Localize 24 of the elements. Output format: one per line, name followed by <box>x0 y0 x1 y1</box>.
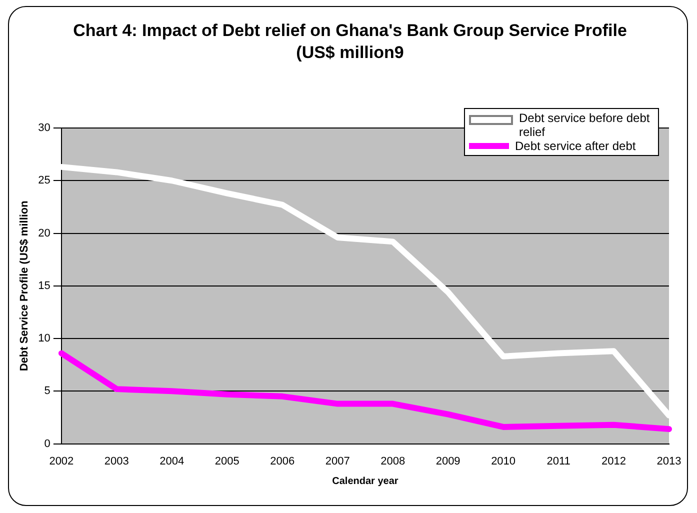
y-tick-label: 0 <box>44 438 50 450</box>
x-tick-label: 2002 <box>49 455 74 468</box>
chart-title: Chart 4: Impact of Debt relief on Ghana's Bank Group Service Profile (US$ million9 <box>72 20 628 64</box>
x-tick-label: 2009 <box>436 455 460 468</box>
y-tick-label: 20 <box>38 227 50 240</box>
legend-label: Debt service after debt <box>515 139 636 153</box>
y-tick-label: 5 <box>44 385 50 398</box>
x-tick-label: 2013 <box>656 455 682 468</box>
x-tick-label: 2004 <box>160 455 184 468</box>
x-tick-label: 2003 <box>104 455 129 468</box>
x-tick-label: 2012 <box>602 455 626 468</box>
x-tick-label: 2006 <box>270 455 295 468</box>
x-tick-label: 2007 <box>325 455 350 468</box>
x-tick-label: 2011 <box>546 455 570 468</box>
x-tick-label: 2008 <box>380 455 406 468</box>
x-tick-label: 2010 <box>491 455 516 468</box>
y-tick-label: 30 <box>38 122 50 134</box>
y-tick-label: 10 <box>38 332 50 345</box>
y-axis-title: Debt Service Profile (US$ million <box>18 200 31 372</box>
y-tick-label: 15 <box>38 280 50 292</box>
x-tick-label: 2005 <box>214 455 240 468</box>
legend-label: Debt service before debt relief <box>519 111 651 139</box>
y-tick-label: 25 <box>38 174 50 187</box>
x-axis-title: Calendar year <box>332 476 398 487</box>
